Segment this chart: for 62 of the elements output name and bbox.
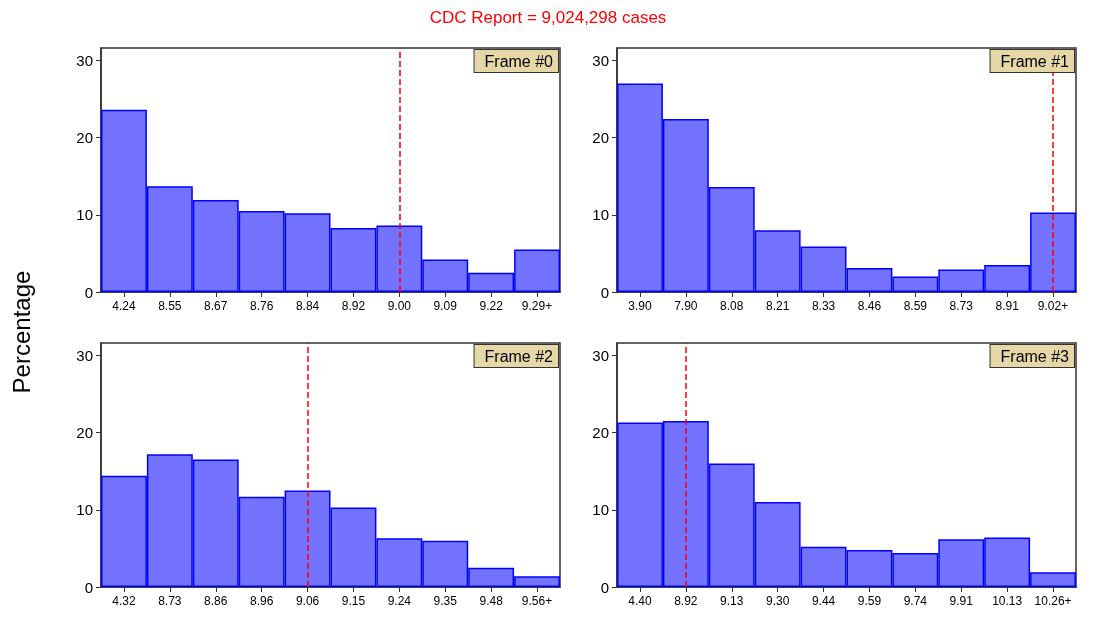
y-tick-label: 20	[592, 129, 609, 147]
x-tick-label: 9.56+	[521, 594, 553, 608]
y-tick-label: 30	[76, 346, 93, 364]
x-tick-label: 8.73	[158, 594, 182, 608]
y-tick-label: 0	[600, 283, 609, 301]
x-tick-label: 8.91	[995, 299, 1020, 313]
x-tick-label: 8.55	[158, 299, 182, 313]
x-tick-label: 8.84	[295, 299, 320, 313]
x-tick-label: 3.90	[628, 299, 652, 313]
x-tick-label: 8.59	[903, 299, 928, 313]
x-tick-label: 9.59	[857, 594, 882, 608]
x-tick-label: 8.96	[249, 594, 274, 608]
x-tick-label: 9.09	[433, 299, 458, 313]
x-tick-label: 8.67	[204, 299, 228, 313]
x-tick-label: 8.92	[341, 299, 366, 313]
x-tick-label: 9.91	[949, 594, 974, 608]
x-tick-label: 9.48	[479, 594, 504, 608]
annotation: Frame #2	[484, 347, 554, 365]
x-tick-label: 4.40	[628, 594, 652, 608]
x-tick-label: 9.44	[811, 594, 836, 608]
y-tick-label: 20	[76, 424, 93, 442]
x-tick-label: 9.30	[765, 594, 790, 608]
x-tick-label: 9.35	[433, 594, 458, 608]
x-tick-label: 7.90	[674, 299, 698, 313]
annotation: Frame #1	[1000, 52, 1070, 70]
y-axis-title: Percentage	[8, 269, 36, 396]
x-tick-label: 9.74	[903, 594, 928, 608]
x-tick-label: 8.21	[765, 299, 790, 313]
x-tick-label: 8.46	[857, 299, 882, 313]
x-tick-label: 9.00	[387, 299, 412, 313]
y-tick-label: 10	[592, 206, 609, 224]
y-tick-label: 0	[600, 578, 609, 596]
y-tick-label: 20	[592, 424, 609, 442]
y-tick-label: 30	[76, 51, 93, 69]
y-tick-label: 30	[592, 51, 609, 69]
x-tick-label: 8.08	[720, 299, 744, 313]
x-tick-label: 10.26+	[1034, 594, 1072, 608]
annotation: Frame #3	[1000, 347, 1070, 365]
x-tick-label: 8.92	[674, 594, 698, 608]
x-tick-label: 8.86	[204, 594, 228, 608]
x-tick-label: 9.06	[295, 594, 320, 608]
x-tick-label: 8.33	[811, 299, 836, 313]
x-tick-label: 8.76	[249, 299, 274, 313]
y-tick-label: 10	[76, 206, 93, 224]
annotation: Frame #0	[484, 52, 554, 70]
x-tick-label: 9.15	[341, 594, 366, 608]
x-tick-label: 9.13	[720, 594, 744, 608]
y-tick-label: 0	[84, 578, 93, 596]
x-tick-label: 9.29+	[521, 299, 553, 313]
y-tick-label: 20	[76, 129, 93, 147]
x-tick-label: 9.02+	[1037, 299, 1069, 313]
x-tick-label: 4.32	[112, 594, 136, 608]
chart-title: CDC Report = 9,024,298 cases	[428, 8, 668, 28]
y-tick-label: 30	[592, 346, 609, 364]
x-tick-label: 9.24	[387, 594, 412, 608]
y-tick-label: 10	[592, 501, 609, 519]
y-tick-label: 10	[76, 501, 93, 519]
x-tick-label: 4.24	[112, 299, 136, 313]
x-tick-label: 8.73	[949, 299, 974, 313]
x-tick-label: 10.13	[992, 594, 1023, 608]
y-tick-label: 0	[84, 283, 93, 301]
x-tick-label: 9.22	[479, 299, 504, 313]
